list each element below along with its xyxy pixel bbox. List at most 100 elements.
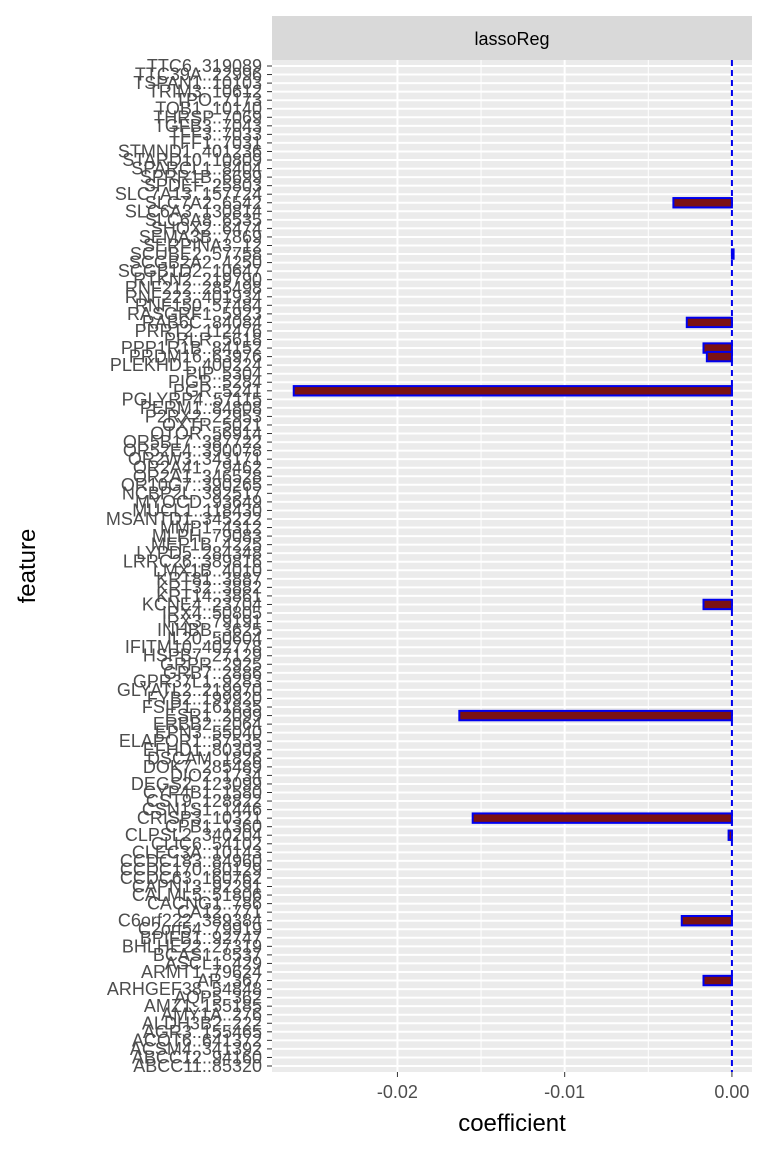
y-tick-label: SPRR1B..6699: [140, 167, 262, 187]
y-tick-label: CLPSL2..340204: [125, 825, 262, 845]
y-tick-label: GLYATL2..219970: [117, 680, 262, 700]
y-tick-label: TOB1..10140: [155, 99, 262, 119]
y-tick-label: ACOT6..641372: [132, 1030, 262, 1050]
facet-strip: [272, 16, 752, 60]
y-tick-label: CST9..128822: [146, 791, 262, 811]
x-axis-title: coefficient: [458, 1110, 566, 1137]
y-tick-label: TFF3..7033: [169, 124, 262, 144]
y-tick-label: CCDC183..84960: [120, 851, 262, 871]
bar: [705, 350, 733, 363]
x-tick-label: -0.02: [377, 1082, 418, 1102]
y-tick-label: CSN1S1..1446: [142, 800, 262, 820]
y-tick-label: MYOCD..93649: [135, 492, 262, 512]
y-tick-label: CCDC63..160762: [120, 868, 262, 888]
y-tick-label: FYB2..199920: [147, 688, 262, 708]
y-tick-label: TTC39A..22996: [135, 65, 262, 85]
y-tick-label: AR..367: [197, 971, 262, 991]
y-tick-label: TPO..7173: [175, 90, 262, 110]
y-tick-label: C2orf54..79919: [138, 919, 262, 939]
y-tick-label: SCGB2A2..4250: [129, 253, 262, 273]
y-tick-label: RASGRF1..5923: [127, 304, 262, 324]
y-tick-label: TGFB3..7043: [154, 116, 262, 136]
y-tick-label: RNF150..57484: [135, 295, 262, 315]
y-tick-label: ARMT1..79624: [141, 962, 262, 982]
y-tick-label: HSPB7..27129: [143, 646, 262, 666]
y-tick-label: AMZ1..155185: [144, 996, 262, 1016]
y-tick-label: KRT32..3882: [156, 577, 262, 597]
y-tick-label: SCUBE2..57758: [130, 244, 262, 264]
y-tick-label: GRB7..2886: [163, 663, 262, 683]
y-tick-label: PRLR..5618: [164, 330, 262, 350]
y-tick-label: EFHD1..80303: [143, 740, 262, 760]
y-tick-label: MUCL1..118430: [132, 500, 262, 520]
y-tick-label: ESR1..2099: [165, 706, 262, 726]
bar: [680, 915, 733, 927]
bar: [458, 709, 733, 722]
y-tick-label: PLEKHD1..400224: [110, 355, 262, 375]
y-tick-label: PRDM16..63976: [129, 347, 262, 367]
y-tick-label: RAB6C..84084: [142, 312, 262, 332]
y-tick-label: CCDC170..80129: [120, 859, 262, 879]
bar: [685, 316, 733, 329]
bar: [292, 385, 733, 397]
y-tick-label: NCBP2L..392517: [122, 483, 262, 503]
y-tick-label: SLC6A3..130814: [125, 201, 262, 221]
y-tick-label: EPN3..55040: [155, 723, 262, 743]
y-tick-label: DOK7..285489: [143, 757, 262, 777]
y-tick-label: INHBB..3625: [157, 620, 262, 640]
y-tick-label: ASCL1..429: [165, 953, 262, 973]
y-tick-label: CRISP3..10321: [137, 808, 262, 828]
y-tick-label: IL20..50604: [167, 629, 262, 649]
y-tick-label: KRT14..3861: [156, 586, 262, 606]
y-tick-label: ABCC12..94160: [132, 1047, 262, 1067]
y-tick-label: TTC6..319089: [147, 56, 262, 76]
y-tick-labels: TTC6..319089TTC39A..22996TSPAN1..10103TR…: [106, 56, 272, 1076]
y-tick-label: PERM1..84808: [140, 398, 262, 418]
y-tick-label: MSANTD1..345222: [106, 509, 262, 529]
y-tick-label: IRX4..50805: [162, 603, 262, 623]
y-tick-label: SCGB1D2..10647: [118, 261, 262, 281]
y-tick-label: IRX3..79191: [162, 612, 262, 632]
y-tick-label: SLC7A13..157724: [115, 184, 262, 204]
y-tick-label: TFF1..7031: [169, 133, 262, 153]
y-tick-label: OR2A41..79462: [133, 458, 262, 478]
bars: [292, 197, 735, 987]
y-tick-label: MLPH..79083: [152, 526, 262, 546]
y-tick-label: SEMA3B..7869: [139, 227, 262, 247]
y-tick-label: AMY1A..276: [161, 1005, 262, 1025]
y-tick-label: C6orf222..389384: [118, 911, 262, 931]
y-tick-label: AGR3..155465: [143, 1022, 262, 1042]
y-tick-label: CLEC3A..10143: [132, 842, 262, 862]
y-tick-label: CALML5..51806: [132, 885, 262, 905]
y-tick-label: THRSP..7069: [153, 107, 262, 127]
y-tick-label: PGR..5241: [173, 381, 262, 401]
x-tick-label: 0.00: [714, 1082, 749, 1102]
y-tick-label: ARHGEF38..54848: [107, 979, 262, 999]
y-tick-label: P2RX2..22953: [145, 406, 262, 426]
grid-lines: [272, 60, 752, 1072]
y-tick-label: LRRC26..389816: [123, 552, 262, 572]
bar: [702, 974, 733, 987]
y-tick-label: BCAS1..8537: [153, 945, 262, 965]
y-tick-label: ALDH3B2..222: [142, 1013, 262, 1033]
y-tick-label: PPP1R1B..84152: [121, 338, 262, 358]
y-tick-label: CYP4B1..1580: [143, 782, 262, 802]
y-tick-label: KCNE4..23704: [142, 594, 262, 614]
y-tick-label: KRT81..3887: [156, 569, 262, 589]
y-tick-label: TRIM3..10612: [148, 82, 262, 102]
y-tick-label: FSIP1..161835: [142, 697, 262, 717]
y-tick-label: SLC6A8..6535: [145, 210, 262, 230]
y-tick-label: CAPN13..92291: [132, 877, 262, 897]
y-tick-label: STMND1..401236: [118, 141, 262, 161]
facet-label: lassoReg: [474, 29, 549, 49]
y-tick-label: ELAPOR1..57535: [119, 731, 262, 751]
y-tick-label: PRRT2..112476: [135, 321, 262, 341]
y-tick-label: CPB1..1360: [165, 817, 262, 837]
y-tick-label: OTOR..56914: [150, 424, 262, 444]
y-tick-label: RTKN2..219790: [133, 270, 262, 290]
y-tick-label: ACSM4..341392: [130, 1039, 262, 1059]
y-tick-label: OR52E4..390078: [123, 441, 262, 461]
y-tick-label: BHLHE22..27319: [122, 936, 262, 956]
y-tick-label: MMP1..4312: [160, 518, 262, 538]
